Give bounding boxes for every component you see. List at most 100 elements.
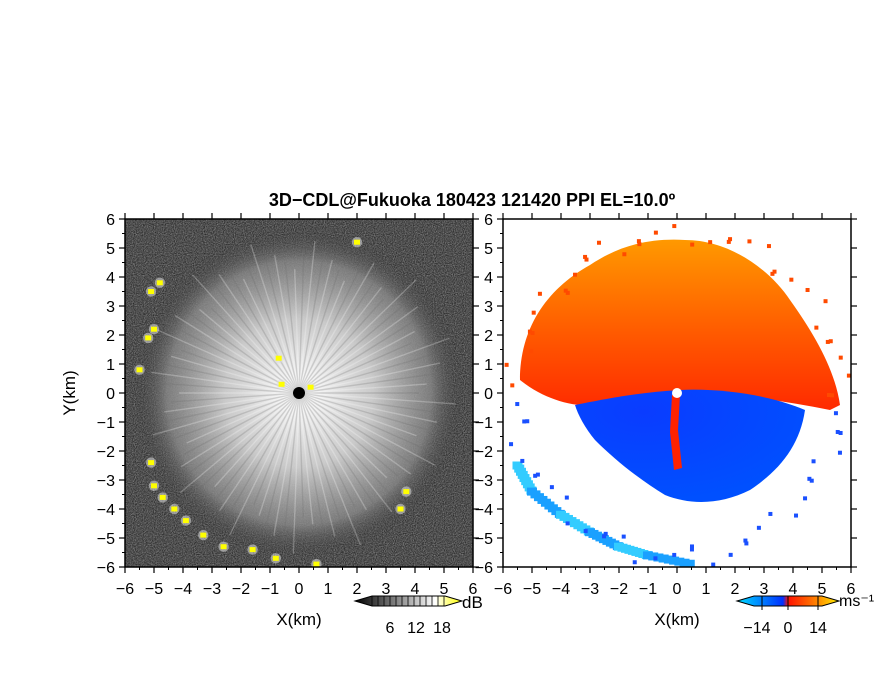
high-echo-point	[200, 532, 207, 538]
x-axis-label-left: X(km)	[276, 610, 321, 629]
velocity-speck	[809, 478, 814, 483]
velocity-speck	[621, 534, 626, 539]
echo-ray	[150, 326, 300, 394]
echo-ray	[298, 337, 450, 394]
radar-site-marker	[293, 387, 305, 399]
velocity-speck	[565, 290, 570, 295]
y-tick-label: −4	[97, 502, 115, 519]
high-echo-point	[145, 335, 152, 341]
x-tick-label: 0	[673, 581, 682, 598]
echo-ray	[160, 362, 300, 394]
velocity-speck	[632, 560, 637, 565]
y-tick-label: 5	[484, 241, 493, 258]
x-tick-label: 1	[324, 581, 333, 598]
colorbar-db-tick-0: 6	[386, 620, 395, 637]
echo-ray	[284, 261, 300, 394]
velocity-red-streak	[670, 395, 682, 470]
velocity-speck	[838, 430, 843, 435]
velocity-speck	[515, 402, 520, 407]
velocity-speck	[520, 458, 525, 463]
velocity-speck	[563, 288, 568, 293]
x-tick-label: 1	[702, 581, 711, 598]
echo-ray	[179, 392, 300, 480]
echo-ray	[298, 392, 362, 546]
high-echo-point	[220, 544, 227, 550]
echo-ray	[183, 392, 300, 456]
echo-ray	[298, 392, 305, 517]
velocity-speck	[768, 511, 773, 516]
y-tick-label: 1	[484, 357, 493, 374]
velocity-speck	[825, 339, 830, 344]
echo-ray	[298, 259, 333, 394]
echo-ray	[180, 392, 300, 468]
velocity-speck	[636, 239, 641, 244]
velocity-speck	[823, 299, 828, 304]
echo-ray	[298, 232, 306, 394]
y-tick-label: −6	[97, 560, 115, 577]
echo-ray	[262, 249, 300, 394]
echo-ray	[273, 255, 300, 394]
velocity-speck	[814, 325, 819, 330]
echo-ray	[298, 292, 419, 394]
panel-backscatter: −6−6 −5 −5 −4 −4 −3 −3 −2 −2 −1 −1 0 0 1 1 2 2 3 3 4 4 5 5 6 6 X…	[60, 212, 479, 629]
high-echo-point	[171, 506, 178, 512]
velocity-speck	[672, 552, 677, 557]
velocity-arc-cell	[674, 557, 685, 566]
echo-ray	[298, 262, 375, 394]
echo-ray	[298, 392, 388, 479]
y-tick-label: 0	[106, 386, 115, 403]
velocity-speck	[829, 393, 834, 398]
echo-ray	[298, 250, 369, 394]
velocity-speck	[837, 450, 842, 455]
velocity-speck	[537, 291, 542, 296]
x-tick-label: −5	[523, 581, 541, 598]
echo-ray	[298, 330, 415, 394]
velocity-speck	[838, 355, 843, 360]
velocity-speck	[807, 476, 812, 481]
colorbar-db: dB 6 12 18	[353, 593, 483, 637]
x-tick-label: 2	[731, 581, 740, 598]
echo-ray	[293, 269, 300, 394]
echo-ray	[298, 392, 438, 424]
echo-ray	[298, 392, 448, 460]
velocity-speck	[789, 277, 794, 282]
colorbar-velocity: ms⁻¹ −14 0 14	[735, 593, 874, 637]
echo-ray	[162, 320, 300, 394]
echo-ray	[174, 315, 300, 394]
echo-ray	[192, 274, 300, 394]
velocity-speck	[689, 547, 694, 552]
velocity-speck	[530, 331, 535, 336]
echo-ray	[253, 392, 300, 506]
velocity-speck	[794, 513, 799, 518]
high-echo-point	[249, 547, 256, 553]
y-tick-label: −3	[475, 473, 493, 490]
echo-ray	[298, 280, 345, 394]
y-tick-label: −6	[475, 560, 493, 577]
echo-ray	[298, 392, 314, 525]
echo-ray	[298, 306, 419, 394]
echo-ray	[219, 392, 300, 512]
velocity-speck	[522, 419, 527, 424]
echo-ray	[223, 392, 300, 524]
x-axis-label-right: X(km)	[654, 610, 699, 629]
x-tick-label: 4	[411, 581, 420, 598]
echo-ray	[151, 371, 300, 394]
velocity-speck	[805, 287, 810, 292]
echo-ray	[298, 392, 393, 513]
high-echo-point	[403, 489, 410, 495]
panel-velocity: −6−6 −5 −5 −4 −4 −3 −3 −2 −2 −1 −1 0 0 1 1 2 2 3 3 4 4 5 5 6 6 X…	[475, 212, 857, 629]
y-tick-label: −3	[97, 473, 115, 490]
echo-ray	[265, 392, 300, 527]
velocity-speck	[525, 419, 530, 424]
y-tick-label: 2	[106, 328, 115, 345]
velocity-speck	[565, 521, 570, 526]
high-echo-point	[148, 460, 155, 466]
high-echo-point	[156, 280, 163, 286]
echo-ray	[298, 392, 436, 466]
velocity-speck	[510, 383, 515, 388]
right-axis-ticks: −6−6 −5 −5 −4 −4 −3 −3 −2 −2 −1 −1 0 0 1 1 2 2 3 3 4 4 5 5 6 6	[475, 212, 857, 598]
high-echo-point	[272, 555, 279, 561]
y-tick-label: 6	[106, 212, 115, 229]
velocity-sw-arc	[512, 461, 695, 567]
